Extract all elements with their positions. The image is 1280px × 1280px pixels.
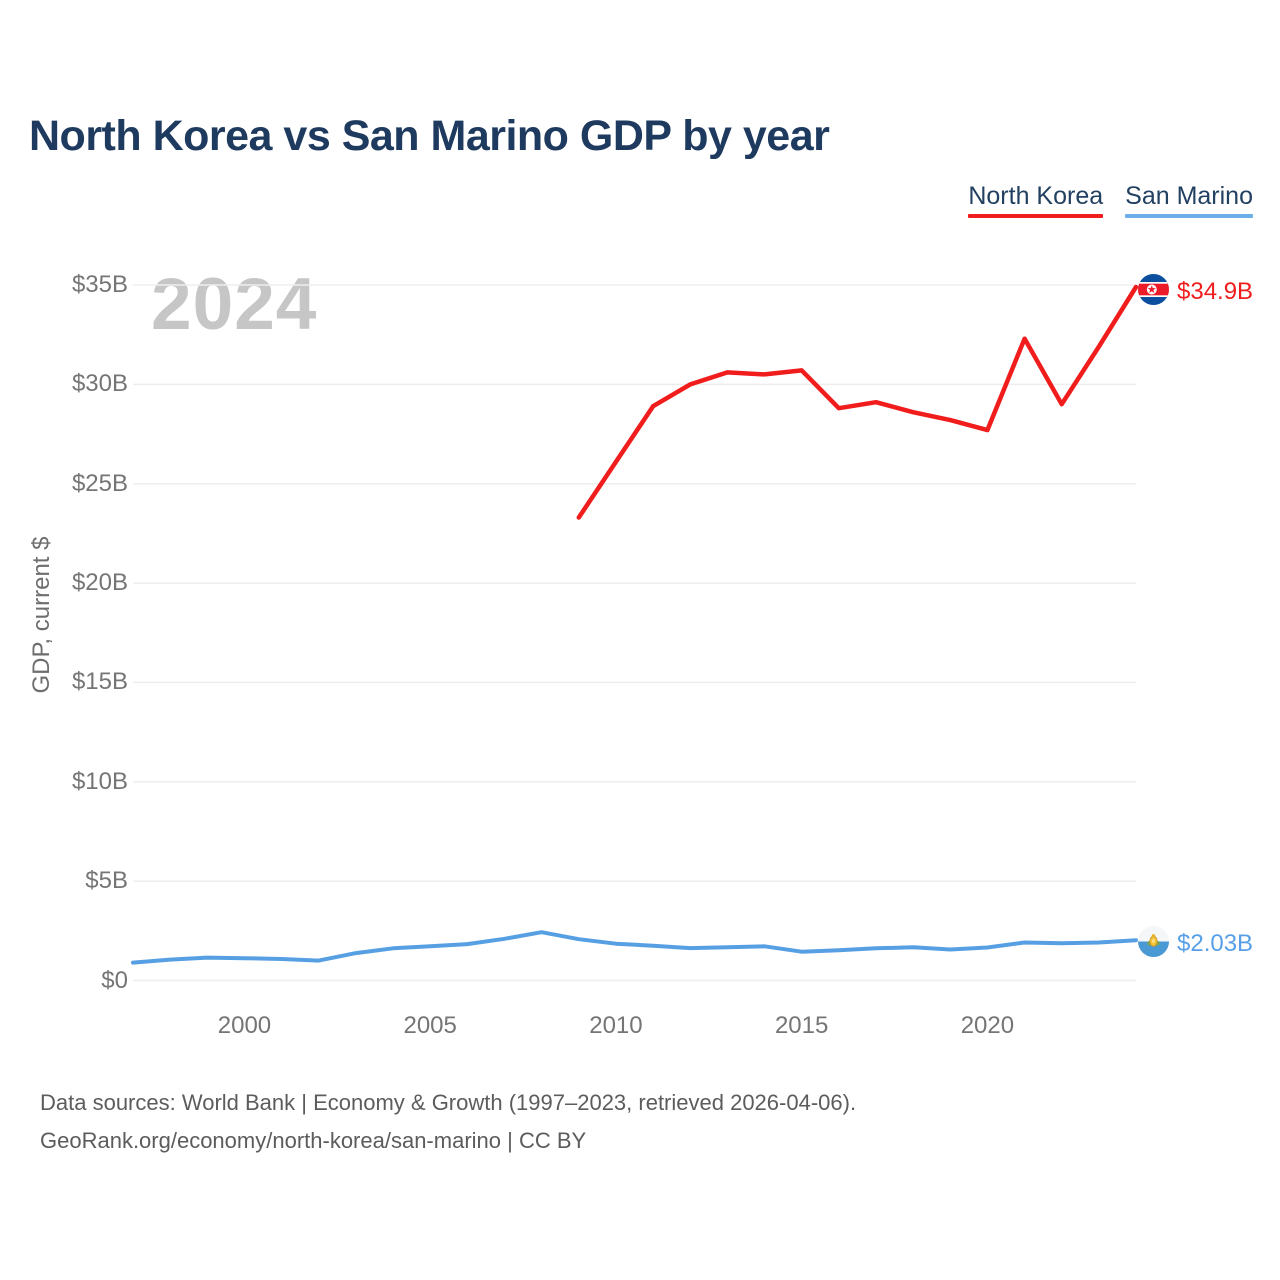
footer-data-sources: Data sources: World Bank | Economy & Gro… — [40, 1090, 857, 1115]
y-tick-label: $15B — [71, 668, 128, 696]
footer: Data sources: World Bank | Economy & Gro… — [40, 1084, 856, 1160]
y-tick-label: $5B — [85, 867, 128, 895]
watermark-year: 2024 — [151, 264, 318, 345]
x-tick-label: 2020 — [960, 1012, 1015, 1039]
legend-underline-north-korea — [968, 214, 1104, 218]
x-tick-label: 2005 — [403, 1012, 457, 1039]
y-tick-label: $0 — [101, 966, 128, 994]
y-tick-label: $10B — [71, 767, 128, 795]
legend-label-north-korea: North Korea — [968, 182, 1104, 210]
y-tick-label: $30B — [71, 370, 128, 398]
legend-item-san-marino[interactable]: San Marino — [1125, 182, 1253, 218]
x-tick-label: 2010 — [589, 1012, 643, 1039]
end-value-san-marino: $2.03B — [1177, 930, 1254, 957]
series-line-san-marino — [131, 930, 1138, 965]
x-tick-label: 2000 — [217, 1012, 272, 1039]
legend-underline-san-marino — [1125, 214, 1253, 218]
legend-item-north-korea[interactable]: North Korea — [968, 182, 1104, 218]
legend-label-san-marino: San Marino — [1125, 182, 1253, 210]
x-tick-label: 2015 — [774, 1012, 829, 1039]
north-korea-flag-icon — [1138, 274, 1169, 305]
san-marino-flag-icon — [1138, 926, 1169, 957]
legend: North Korea San Marino — [968, 182, 1253, 218]
y-tick-label: $35B — [71, 271, 128, 298]
end-value-north-korea: $34.9B — [1177, 278, 1254, 305]
chart-title: North Korea vs San Marino GDP by year — [29, 112, 830, 160]
y-tick-label: $20B — [71, 569, 128, 597]
y-tick-label: $25B — [71, 469, 128, 497]
series-line-north-korea — [576, 284, 1139, 520]
footer-attribution: GeoRank.org/economy/north-korea/san-mari… — [40, 1128, 587, 1153]
